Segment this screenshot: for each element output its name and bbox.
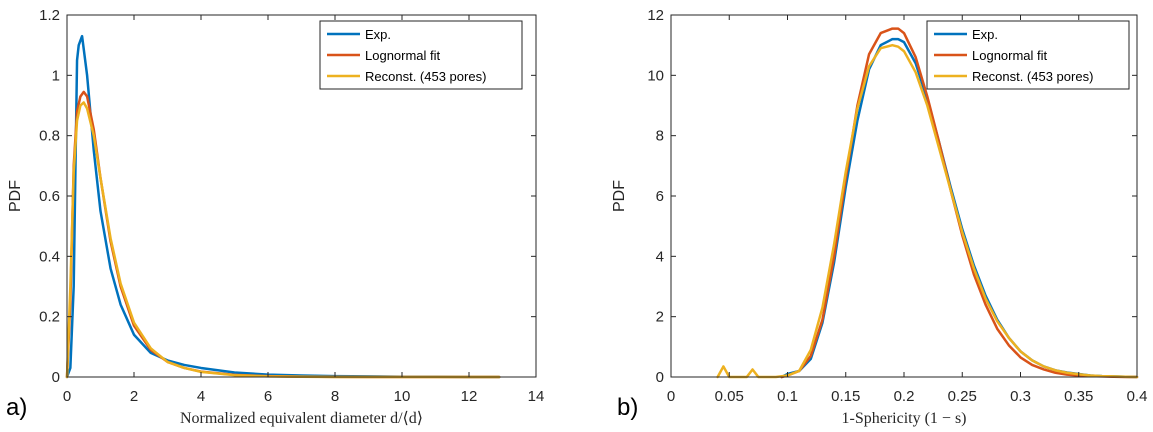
x-axis-label-a: Normalized equivalent diameter d/⟨d⟩ (180, 410, 423, 427)
x-tick-label: 4 (197, 388, 205, 405)
tick-group-b: 0 0.05 0.1 0.15 0.2 0.25 0.3 0.35 0.4 0 2 4 6 8 10 12 (647, 7, 1147, 405)
x-tick-label: 6 (264, 388, 272, 405)
y-tick-label: 0 (52, 369, 60, 386)
x-tick-label: 0.2 (894, 388, 915, 405)
series-line-recon (65, 101, 501, 379)
y-tick-label: 8 (656, 128, 664, 145)
x-tick-label: 0.05 (715, 388, 744, 405)
legend-label: Exp. (365, 27, 391, 42)
x-tick-label: 0.3 (1010, 388, 1031, 405)
x-tick-label: 0.15 (831, 388, 860, 405)
x-tick-label: 12 (461, 388, 478, 405)
x-tick-label: 0.35 (1064, 388, 1093, 405)
x-tick-label: 0.25 (948, 388, 977, 405)
x-axis-label-b: 1-Sphericity (1 − s) (842, 410, 967, 427)
x-tick-label: 10 (394, 388, 411, 405)
panel-label-b: b) (617, 394, 638, 421)
y-tick-label: 0 (656, 369, 664, 386)
x-tick-label: 0.4 (1127, 388, 1148, 405)
legend-label: Lognormal fit (365, 48, 441, 63)
y-axis-label-a: PDF (7, 180, 24, 212)
y-axis-label-b: PDF (611, 180, 628, 212)
x-tick-label: 2 (130, 388, 138, 405)
y-tick-label: 6 (656, 188, 664, 205)
legend-label: Lognormal fit (972, 48, 1048, 63)
y-tick-label: 10 (647, 67, 664, 84)
y-tick-label: 1 (52, 67, 60, 84)
y-tick-label: 12 (647, 7, 664, 24)
panel-label-a: a) (6, 394, 27, 421)
y-tick-label: 2 (656, 309, 664, 326)
legend-b: Exp. Lognormal fit Reconst. (453 pores) (926, 20, 1130, 90)
y-tick-label: 0.4 (39, 248, 60, 265)
y-tick-label: 0.6 (39, 188, 60, 205)
legend-label: Exp. (972, 27, 998, 42)
tick-group-a: 0 2 4 6 8 10 12 14 0 0.2 0.4 0.6 0.8 1 1.2 (39, 7, 544, 405)
legend-label: Reconst. (453 pores) (365, 69, 486, 84)
chart-panel-a: 0 2 4 6 8 10 12 14 0 0.2 0.4 0.6 0.8 1 1.2 PDF Normali… (6, 7, 544, 427)
series-line-exp (780, 37, 1139, 379)
legend-a: Exp. Lognormal fit Reconst. (453 pores) (319, 20, 523, 90)
x-tick-label: 8 (331, 388, 339, 405)
x-tick-label: 0 (667, 388, 675, 405)
x-tick-label: 0.1 (777, 388, 798, 405)
y-tick-label: 1.2 (39, 7, 60, 24)
x-tick-label: 0 (63, 388, 71, 405)
y-tick-label: 0.2 (39, 309, 60, 326)
chart-panel-b: 0 0.05 0.1 0.15 0.2 0.25 0.3 0.35 0.4 0 2 4 6 8 10 12 P… (611, 7, 1147, 427)
legend-label: Reconst. (453 pores) (972, 69, 1093, 84)
y-tick-label: 0.8 (39, 128, 60, 145)
x-tick-label: 14 (528, 388, 545, 405)
series-line-fit (65, 90, 501, 379)
plot-layer-b (716, 27, 1139, 379)
series-line-recon (716, 43, 1139, 379)
y-tick-label: 4 (656, 248, 664, 265)
